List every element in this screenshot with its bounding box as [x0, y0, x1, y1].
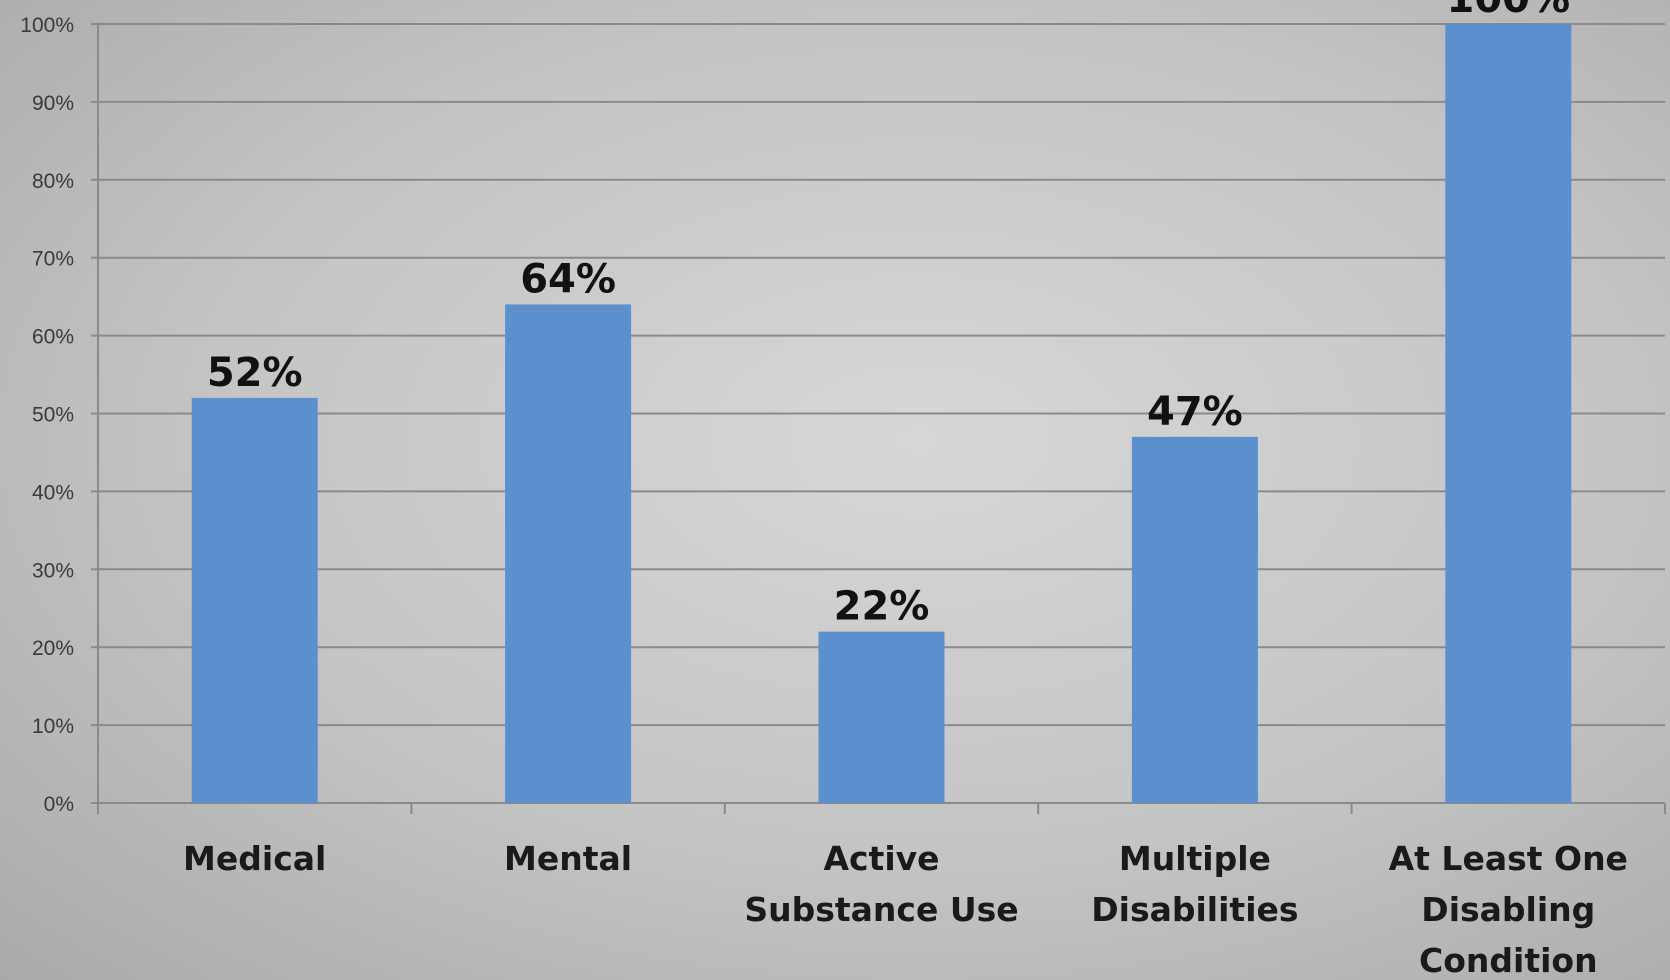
- category-label: Multiple: [1119, 839, 1271, 878]
- gridlines: [98, 23, 1665, 727]
- y-tick-label: 90%: [32, 92, 74, 115]
- category-label: At Least One: [1389, 839, 1628, 878]
- data-label: 52%: [207, 350, 303, 396]
- data-labels: 52% 64% 22% 47% 100%: [207, 0, 1570, 630]
- bar: [1131, 436, 1258, 803]
- category-label: Substance Use: [744, 890, 1018, 929]
- y-tick-label: 0%: [44, 793, 74, 816]
- y-tick-label: 10%: [32, 715, 74, 738]
- y-tick-label: 30%: [32, 559, 74, 582]
- bar: [818, 631, 945, 803]
- y-tick-label: 70%: [32, 248, 74, 271]
- category-label: Medical: [183, 839, 326, 878]
- data-label: 22%: [834, 584, 930, 630]
- bar: [1445, 24, 1572, 803]
- y-tick-label: 60%: [32, 326, 74, 349]
- bar: [505, 304, 632, 803]
- category-label: Condition: [1419, 941, 1598, 980]
- x-axis: [97, 802, 1666, 814]
- category-label: Active: [823, 839, 939, 878]
- category-label: Disabling: [1421, 890, 1595, 929]
- y-tick-label: 20%: [32, 637, 74, 660]
- category-label: Disabilities: [1091, 890, 1298, 929]
- data-label: 47%: [1147, 389, 1243, 435]
- data-label: 64%: [520, 256, 616, 302]
- category-label: Mental: [504, 839, 632, 878]
- y-tick-label: 50%: [32, 404, 74, 427]
- y-tick-label: 100%: [20, 14, 74, 37]
- y-axis: 0% 10% 20% 30% 40% 50% 60% 70% 80% 90% 100%: [20, 14, 99, 816]
- data-label: 100%: [1447, 0, 1571, 22]
- category-labels: Medical Mental Active Substance Use Multiple…: [183, 839, 1628, 980]
- bar: [191, 397, 318, 803]
- bars: [191, 24, 1572, 803]
- y-tick-label: 40%: [32, 481, 74, 504]
- y-tick-label: 80%: [32, 170, 74, 193]
